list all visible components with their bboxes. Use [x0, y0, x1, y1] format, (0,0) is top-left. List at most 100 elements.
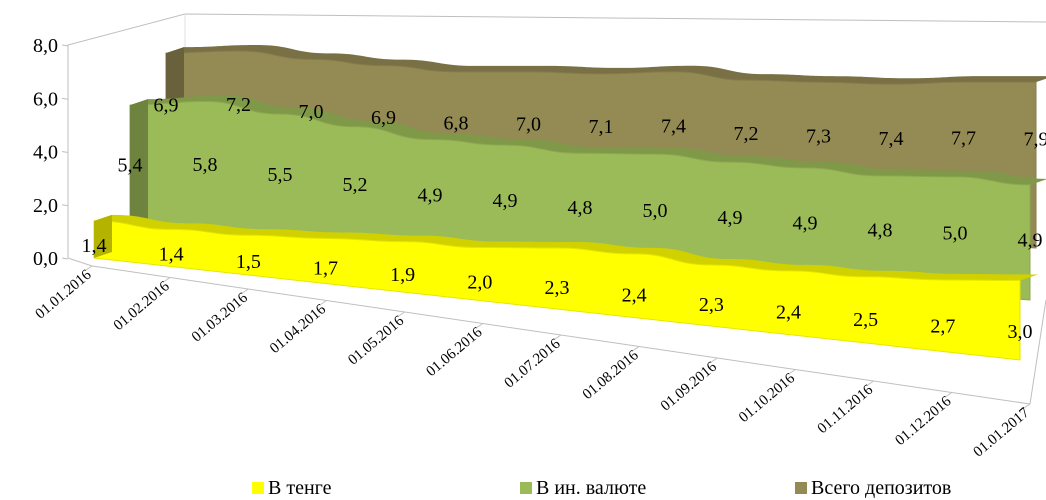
data-label: 1,5 [236, 251, 261, 273]
data-label: 5,2 [343, 174, 368, 196]
x-tick-mark [867, 380, 874, 386]
data-label: 4,9 [493, 190, 518, 212]
floor-edge-right [1029, 299, 1046, 405]
data-label: 7,1 [589, 116, 614, 138]
y-tick-label: 2,0 [33, 195, 58, 217]
data-label: 7,3 [806, 126, 831, 148]
y-tick-label: 6,0 [33, 88, 58, 110]
legend-label: Всего депозитов [811, 477, 951, 499]
x-tick-label: 01.08.2016 [580, 347, 642, 403]
floor-edge-left [67, 257, 93, 267]
legend-item: В тенге [252, 477, 332, 499]
y-tick-mark [61, 44, 69, 47]
series-end-cap-0 [94, 214, 112, 258]
legend-item: В ин. валюте [520, 477, 646, 499]
data-label: 2,4 [776, 301, 801, 323]
x-tick-label: 01.05.2016 [345, 312, 407, 368]
legend-item: Всего депозитов [795, 477, 951, 499]
x-tick-label: 01.11.2016 [815, 381, 877, 437]
back-wall-outline [67, 13, 1046, 258]
legend-swatch [795, 482, 807, 494]
data-label: 4,8 [868, 220, 893, 242]
x-tick-mark [476, 323, 484, 328]
y-tick-label: 4,0 [33, 142, 58, 164]
x-tick-label: 01.09.2016 [658, 358, 720, 414]
data-label: 4,9 [793, 213, 818, 235]
data-label: 2,3 [545, 277, 570, 299]
data-labels: 1,4 1,4 1,5 1,7 1,9 2,0 2,3 2,4 2,3 2,4 2,5 2,7 3,0 5… [82, 94, 1046, 343]
data-label: 6,9 [371, 107, 396, 129]
legend-swatch [520, 482, 532, 494]
data-label: 5,0 [643, 200, 668, 222]
data-label: 2,0 [467, 271, 492, 293]
x-tick-mark [163, 277, 171, 282]
series-area-1 [129, 100, 1031, 301]
series-top-1 [130, 95, 1046, 185]
data-label: 2,3 [699, 294, 724, 316]
x-tick-label: 01.12.2016 [892, 393, 954, 449]
data-label: 4,9 [718, 207, 743, 229]
data-label: 7,9 [1024, 129, 1046, 151]
x-tick-label: 01.10.2016 [736, 370, 798, 426]
data-label: 7,0 [299, 101, 324, 123]
x-tick-label: 01.01.2016 [33, 266, 95, 322]
x-tick-label: 01.04.2016 [267, 301, 329, 357]
x-tick-mark [1023, 403, 1031, 409]
y-tick-mark [61, 257, 69, 260]
data-label: 7,7 [951, 128, 976, 150]
data-label: 5,8 [193, 154, 218, 176]
x-tick-mark [711, 357, 718, 363]
series-end-cap-1 [130, 99, 148, 232]
x-tick-mark [242, 288, 249, 294]
legend-swatch [252, 482, 264, 494]
data-label: 7,4 [879, 128, 904, 150]
data-label: 5,0 [943, 222, 968, 244]
series-top-2 [166, 44, 1046, 85]
data-label: 5,5 [268, 164, 293, 186]
data-label: 7,0 [516, 114, 541, 136]
data-label: 1,4 [82, 235, 107, 257]
y-axis-tick-labels: 0,0 2,0 4,0 6,0 8,0 [33, 35, 58, 270]
data-label: 4,8 [568, 197, 593, 219]
data-label: 4,9 [418, 184, 443, 206]
data-label: 3,0 [1008, 321, 1033, 343]
data-label: 4,9 [1018, 230, 1043, 252]
x-tick-label: 01.07.2016 [502, 335, 564, 391]
x-tick-mark [945, 392, 953, 397]
legend-label: В тенге [268, 477, 332, 499]
y-tick-mark [61, 97, 69, 100]
data-label: 1,9 [390, 264, 415, 286]
series-ribbons [93, 44, 1046, 361]
data-label: 1,4 [159, 243, 184, 265]
data-label: 2,4 [622, 284, 647, 306]
x-tick-mark [554, 334, 562, 340]
legend-label: В ин. валюте [536, 477, 646, 499]
y-tick-mark [61, 204, 69, 207]
data-label: 7,4 [661, 116, 686, 138]
x-tick-mark [789, 369, 796, 374]
x-tick-label: 01.06.2016 [423, 324, 485, 380]
data-label: 7,2 [734, 123, 759, 145]
data-label: 2,5 [853, 309, 878, 331]
data-label: 6,8 [444, 113, 469, 135]
y-tick-label: 0,0 [33, 248, 58, 270]
data-label: 7,2 [226, 94, 251, 116]
data-label: 5,4 [118, 154, 143, 176]
y-tick-mark [61, 151, 69, 153]
x-tick-mark [632, 346, 640, 351]
x-tick-mark [320, 300, 327, 305]
data-label: 2,7 [930, 315, 955, 337]
x-tick-label: 01.01.2017 [971, 404, 1033, 460]
y-tick-label: 8,0 [33, 35, 58, 57]
series-area-0 [93, 220, 1021, 361]
x-tick-mark [85, 265, 93, 271]
data-label: 1,7 [313, 257, 338, 279]
data-label: 6,9 [154, 94, 179, 116]
x-tick-mark [398, 311, 405, 317]
legend: В тенге В ин. валюте Всего депозитов [252, 477, 951, 499]
x-tick-label: 01.02.2016 [111, 278, 173, 334]
series-top-0 [94, 214, 1038, 281]
x-tick-label: 01.03.2016 [189, 289, 251, 345]
